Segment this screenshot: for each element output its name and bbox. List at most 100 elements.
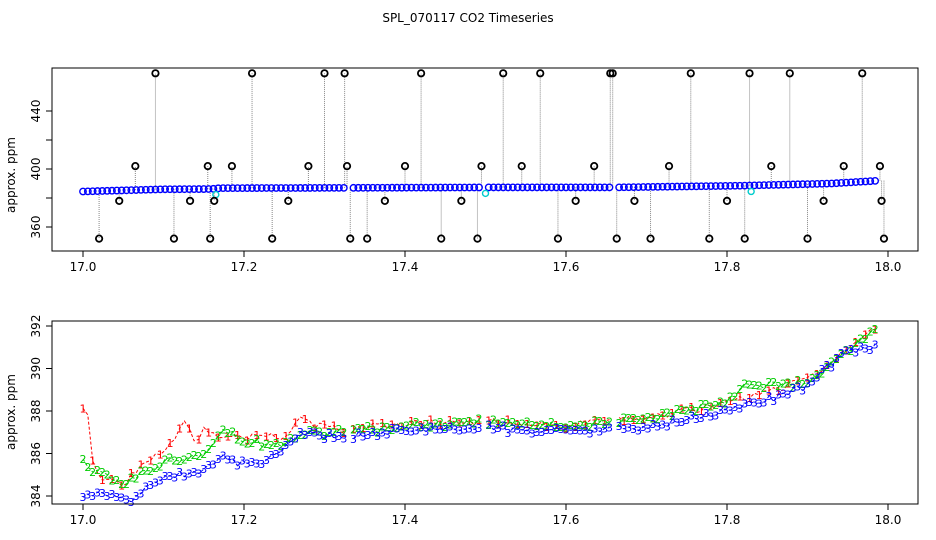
top-outlier-point: [839, 162, 848, 171]
bottom-data-marker: 3: [790, 382, 797, 395]
top-data-point: [402, 183, 411, 192]
bottom-data-marker: 3: [688, 409, 695, 422]
top-data-point: [228, 184, 237, 193]
top-outlier-point: [664, 162, 674, 171]
bottom-data-marker: 2: [408, 418, 415, 431]
bottom-data-marker: 2: [321, 430, 328, 443]
top-data-point: [547, 183, 556, 192]
top-data-point: [591, 183, 599, 192]
top-plot-frame: [51, 67, 919, 252]
bottom-data-marker: 3: [89, 490, 96, 503]
bottom-data-marker: 2: [210, 437, 217, 450]
top-data-point: [98, 187, 107, 195]
bottom-data-marker: 2: [500, 416, 507, 429]
top-data-point: [615, 183, 624, 192]
bottom-data-marker: 1: [147, 454, 154, 467]
bottom-data-marker: 3: [852, 346, 859, 359]
bottom-data-marker: 1: [814, 368, 821, 381]
bottom-data-marker: 3: [558, 423, 565, 436]
bottom-data-marker: 2: [244, 438, 251, 451]
bottom-data-marker: 3: [712, 410, 719, 423]
bottom-data-marker: 1: [640, 414, 647, 427]
bottom-data-marker: 3: [616, 420, 623, 433]
bottom-data-marker: 2: [814, 369, 821, 382]
bottom-data-marker: 1: [302, 413, 309, 426]
bottom-data-marker: 3: [722, 404, 729, 417]
top-outlier-point: [115, 196, 124, 205]
bottom-data-marker: 3: [683, 414, 690, 427]
top-data-point: [726, 181, 735, 190]
bottom-data-marker: 3: [398, 424, 405, 437]
bottom-data-marker: 1: [157, 449, 164, 462]
bottom-data-marker: 3: [471, 423, 478, 436]
bottom-series-line: [618, 329, 876, 422]
bottom-data-marker: 2: [505, 417, 512, 430]
bottom-data-marker: 3: [751, 397, 758, 410]
top-data-point: [571, 183, 580, 192]
bottom-data-marker: 1: [456, 417, 463, 430]
top-data-point: [702, 182, 710, 191]
top-data-point: [238, 184, 247, 192]
bottom-data-marker: 3: [625, 421, 632, 434]
bottom-data-marker: 2: [567, 419, 574, 432]
bottom-data-marker: 3: [466, 422, 473, 435]
top-outlier-point: [571, 196, 580, 205]
top-data-point: [243, 184, 252, 192]
bottom-data-marker: 3: [500, 419, 507, 432]
bottom-data-marker: 2: [466, 415, 473, 428]
top-outlier-point: [785, 69, 794, 78]
bottom-data-marker: 2: [847, 345, 854, 358]
bottom-data-marker: 1: [872, 324, 879, 337]
top-data-point: [446, 183, 454, 192]
bottom-data-marker: 3: [649, 418, 656, 431]
bottom-data-marker: 2: [591, 414, 598, 427]
top-data-point: [291, 184, 300, 192]
top-outlier-point: [342, 162, 352, 171]
bottom-data-marker: 3: [746, 396, 753, 409]
bottom-data-marker: 1: [678, 403, 685, 416]
top-data-point: [798, 180, 807, 189]
bottom-data-marker: 2: [80, 453, 87, 466]
bottom-data-marker: 2: [664, 406, 671, 419]
bottom-data-marker: 3: [582, 424, 589, 437]
bottom-data-marker: 2: [703, 398, 710, 411]
bottom-data-marker: 3: [596, 426, 603, 439]
top-data-point: [233, 184, 242, 193]
bottom-data-marker: 1: [321, 418, 328, 431]
top-data-point: [542, 183, 551, 192]
bottom-data-marker: 2: [171, 454, 178, 467]
top-outlier-point: [630, 196, 639, 205]
bottom-data-marker: 2: [707, 400, 714, 413]
bottom-data-marker: 2: [437, 416, 444, 429]
bottom-data-marker: 3: [698, 412, 705, 425]
bottom-data-marker: 2: [220, 423, 227, 436]
bottom-data-marker: 2: [722, 398, 729, 411]
top-cyan-point: [212, 190, 220, 199]
top-outlier-point: [400, 162, 410, 171]
bottom-data-marker: 1: [804, 372, 811, 385]
top-data-point: [566, 183, 575, 192]
top-outlier-point: [346, 234, 355, 243]
top-data-point: [330, 183, 339, 192]
top-outlier-point: [499, 69, 508, 78]
top-data-point: [190, 185, 198, 194]
top-data-point: [499, 183, 508, 192]
bottom-data-marker: 3: [403, 425, 410, 438]
bottom-data-marker: 3: [200, 463, 207, 476]
bottom-data-marker: 2: [422, 418, 429, 431]
bottom-data-marker: 2: [490, 413, 497, 426]
bottom-data-marker: 3: [364, 429, 371, 442]
bottom-data-marker: 3: [287, 435, 294, 448]
top-data-point: [161, 185, 170, 194]
top-data-point: [552, 183, 561, 192]
top-data-point: [465, 183, 474, 192]
bottom-data-marker: 3: [843, 344, 850, 357]
bottom-data-marker: 1: [186, 423, 193, 436]
bottom-data-marker: 3: [437, 423, 444, 436]
bottom-data-marker: 3: [273, 448, 280, 461]
bottom-data-marker: 3: [476, 422, 483, 435]
bottom-data-marker: 2: [572, 420, 579, 433]
bottom-data-marker: 3: [804, 378, 811, 391]
bottom-data-marker: 2: [683, 405, 690, 418]
